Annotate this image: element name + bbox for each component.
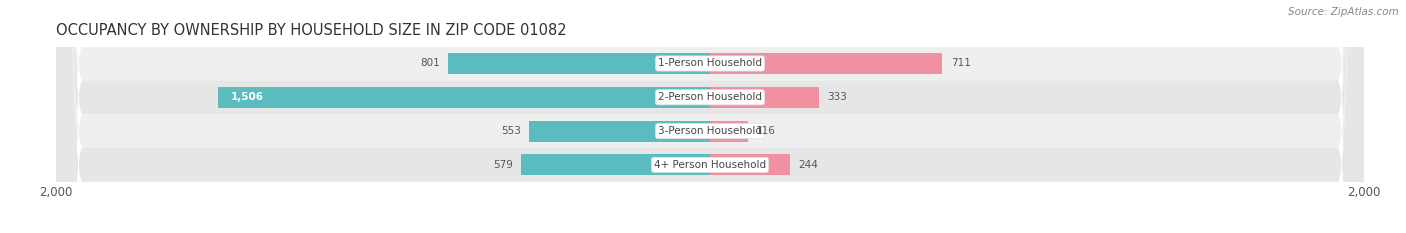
- Text: 2-Person Household: 2-Person Household: [658, 92, 762, 102]
- Text: 333: 333: [827, 92, 846, 102]
- Text: 579: 579: [492, 160, 513, 170]
- Bar: [710, 53, 942, 74]
- Text: 801: 801: [420, 58, 440, 69]
- Bar: [218, 87, 710, 108]
- Text: 711: 711: [950, 58, 970, 69]
- Text: OCCUPANCY BY OWNERSHIP BY HOUSEHOLD SIZE IN ZIP CODE 01082: OCCUPANCY BY OWNERSHIP BY HOUSEHOLD SIZE…: [56, 24, 567, 38]
- Bar: [529, 121, 710, 141]
- Bar: [520, 154, 710, 175]
- Text: Source: ZipAtlas.com: Source: ZipAtlas.com: [1288, 7, 1399, 17]
- Text: 553: 553: [501, 126, 522, 136]
- FancyBboxPatch shape: [56, 0, 1364, 233]
- FancyBboxPatch shape: [56, 0, 1364, 233]
- Text: 244: 244: [799, 160, 818, 170]
- Bar: [710, 121, 748, 141]
- FancyBboxPatch shape: [56, 0, 1364, 233]
- Text: 116: 116: [756, 126, 776, 136]
- Bar: [449, 53, 710, 74]
- Text: 4+ Person Household: 4+ Person Household: [654, 160, 766, 170]
- Bar: [710, 154, 790, 175]
- Bar: [710, 87, 818, 108]
- Text: 1,506: 1,506: [231, 92, 264, 102]
- Text: 1-Person Household: 1-Person Household: [658, 58, 762, 69]
- FancyBboxPatch shape: [56, 0, 1364, 233]
- Text: 3-Person Household: 3-Person Household: [658, 126, 762, 136]
